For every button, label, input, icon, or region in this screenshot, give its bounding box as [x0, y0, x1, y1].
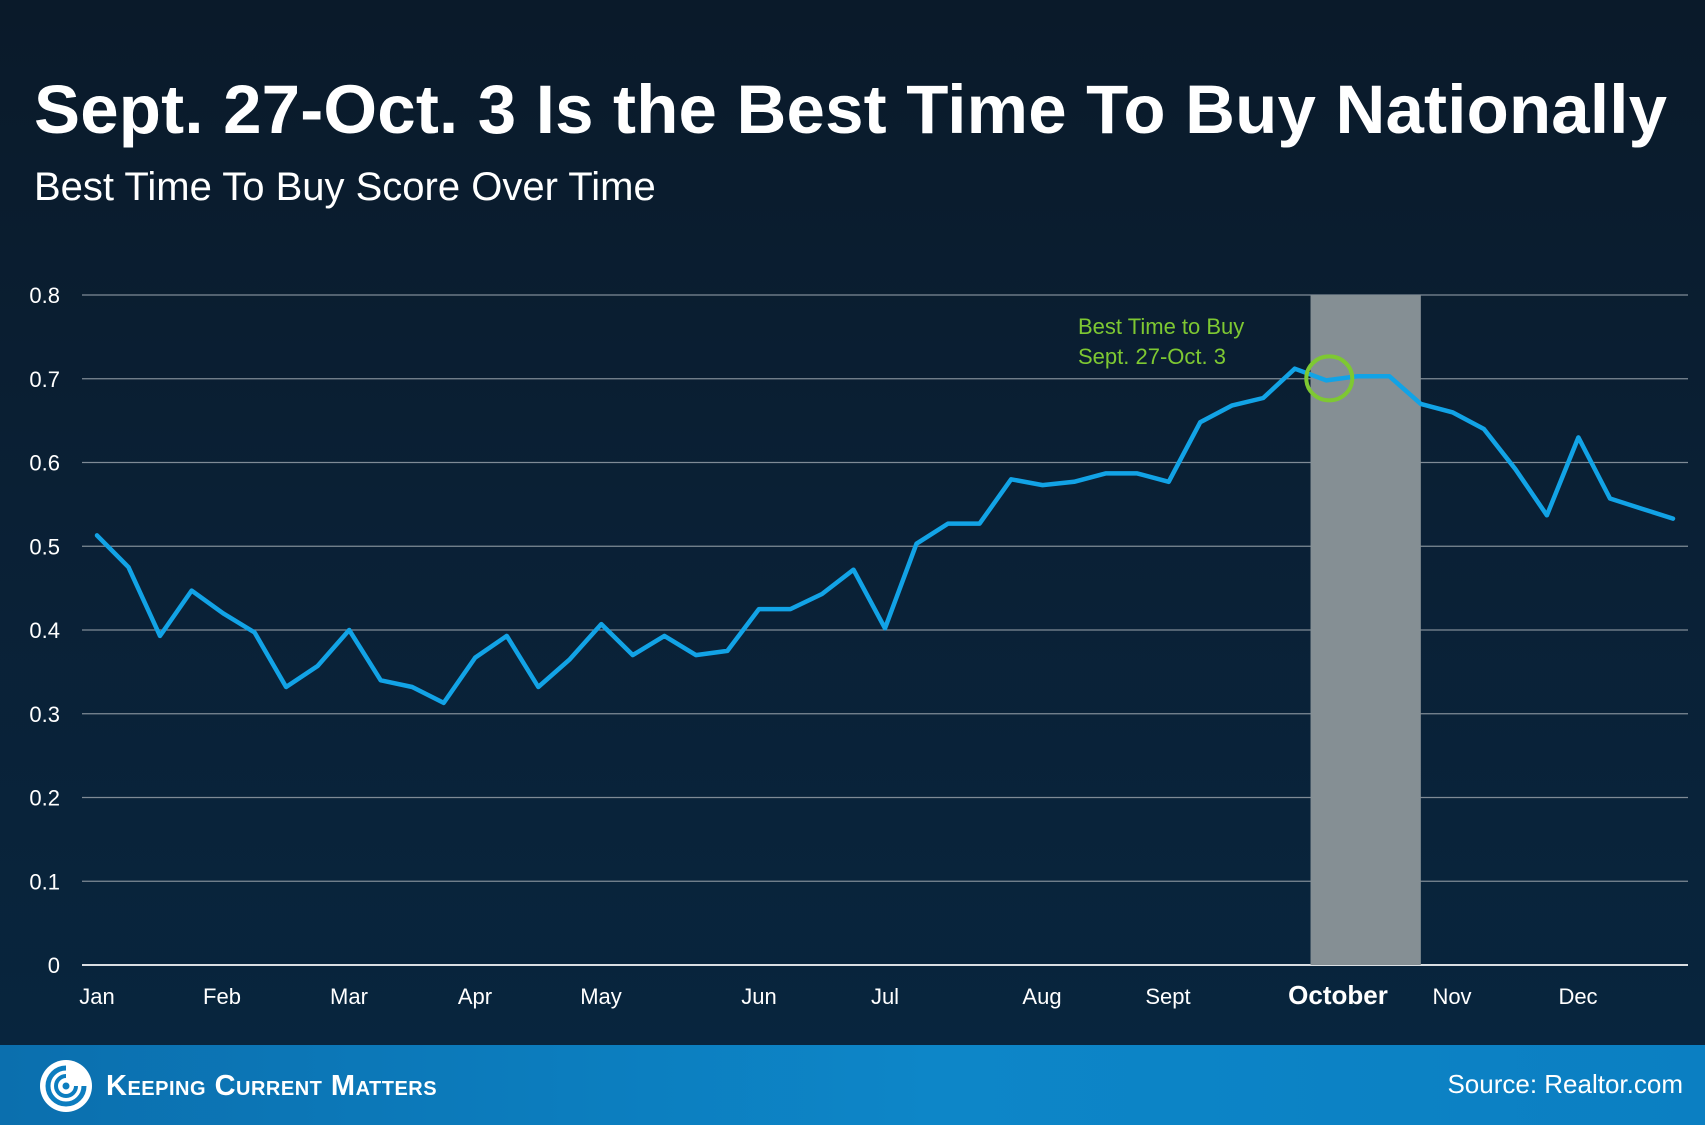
- x-tick-label: Jun: [741, 984, 776, 1009]
- kcm-swirl-icon: [40, 1060, 92, 1112]
- x-tick-label: Sept: [1145, 984, 1190, 1009]
- x-tick-label: Jan: [79, 984, 114, 1009]
- y-tick-label: 0.5: [29, 534, 60, 559]
- y-tick-label: 0: [48, 953, 60, 978]
- footer-bar: Keeping Current Matters Source: Realtor.…: [0, 1045, 1705, 1125]
- x-tick-label: Dec: [1558, 984, 1597, 1009]
- x-tick-label: Feb: [203, 984, 241, 1009]
- y-tick-label: 0.2: [29, 786, 60, 811]
- source-credit: Source: Realtor.com: [1447, 1069, 1683, 1099]
- brand-logo[interactable]: Keeping Current Matters: [38, 1058, 437, 1114]
- line-chart: 0 0.1 0.2 0.3 0.4 0.5 0.6 0.7 0.8 Jan Feb Mar Apr Ma…: [29, 283, 1688, 1010]
- x-tick-label: Jul: [871, 984, 899, 1009]
- x-tick-label: Aug: [1022, 984, 1061, 1009]
- grid-layer: 0 0.1 0.2 0.3 0.4 0.5 0.6 0.7 0.8: [29, 283, 1688, 978]
- y-tick-label: 0.7: [29, 367, 60, 392]
- point-layer: [95, 367, 1675, 705]
- x-tick-label: May: [580, 984, 622, 1009]
- y-tick-label: 0.1: [29, 869, 60, 894]
- x-tick-label: Nov: [1432, 984, 1471, 1009]
- annotation-label-line-2: Sept. 27-Oct. 3: [1078, 344, 1226, 369]
- x-tick-label: October: [1288, 980, 1388, 1010]
- y-tick-label: 0.6: [29, 451, 60, 476]
- october-highlight-band: [1310, 295, 1421, 965]
- y-tick-label: 0.8: [29, 283, 60, 308]
- x-tick-label: Apr: [458, 984, 492, 1009]
- series-line: [94, 366, 1676, 706]
- y-tick-label: 0.4: [29, 618, 60, 643]
- axis-layer: Jan Feb Mar Apr May Jun Jul Aug Sept October Nov De…: [79, 980, 1597, 1010]
- annotation-circle: [1304, 354, 1355, 403]
- annotation-label-line-1: Best Time to Buy: [1078, 314, 1244, 339]
- page-title: Sept. 27-Oct. 3 Is the Best Time To Buy …: [34, 71, 1668, 148]
- y-tick-label: 0.3: [29, 702, 60, 727]
- page-subtitle: Best Time To Buy Score Over Time: [34, 165, 656, 209]
- brand-name: Keeping Current Matters: [106, 1069, 438, 1102]
- x-tick-label: Mar: [330, 984, 368, 1009]
